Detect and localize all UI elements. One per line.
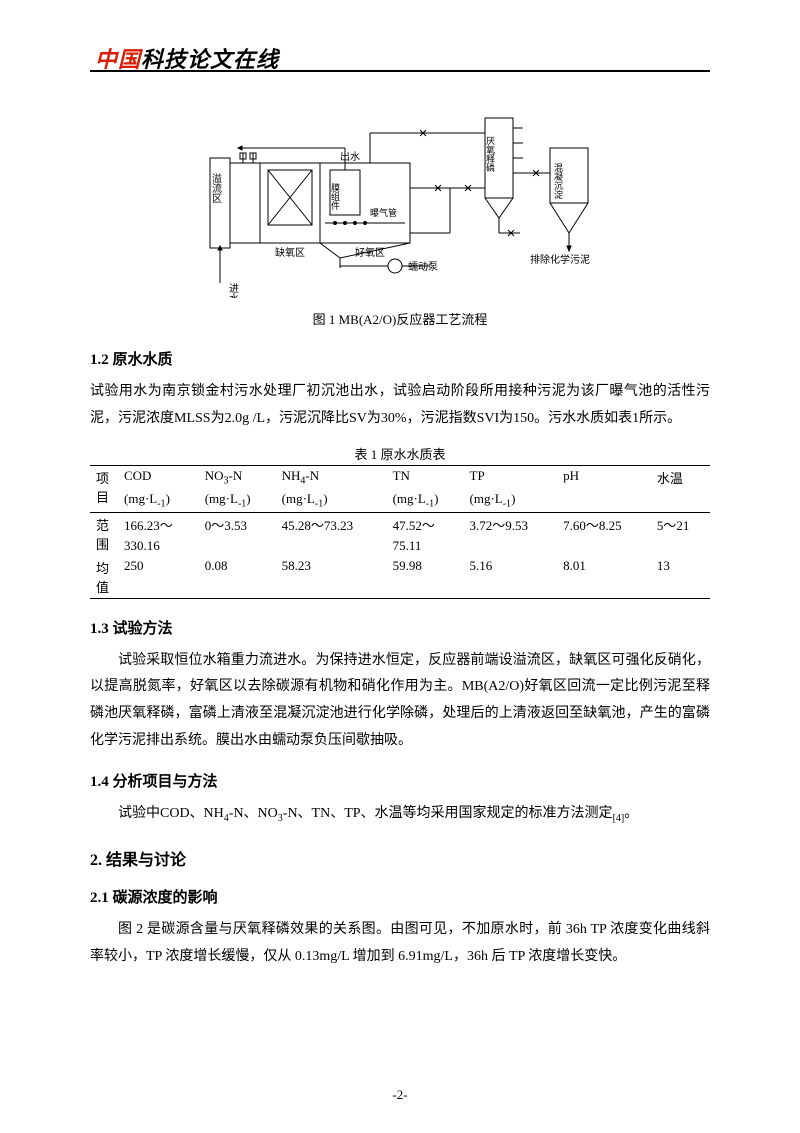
text-1-3: 试验采取恒位水箱重力流进水。为保持进水恒定，反应器前端设溢流区，缺氧区可强化反硝… xyxy=(90,648,710,754)
table-cell: 250 xyxy=(118,556,199,599)
text-1-2: 试验用水为南京锁金村污水处理厂初沉池出水，试验启动阶段所用接种污泥为该厂曝气池的… xyxy=(90,379,710,432)
heading-1-2: 1.2 原水水质 xyxy=(90,348,710,369)
page-number: -2- xyxy=(0,1087,800,1103)
svg-text:蠕动泵: 蠕动泵 xyxy=(408,261,438,273)
heading-2: 2. 结果与讨论 xyxy=(90,846,710,870)
text-1-4: 试验中COD、NH4-N、NO3-N、TN、TP、水温等均采用国家规定的标准方法… xyxy=(90,801,710,828)
table-cell: 0～3.53 xyxy=(199,512,276,536)
svg-text:曝气管: 曝气管 xyxy=(370,207,397,218)
heading-2-1: 2.1 碳源浓度的影响 xyxy=(90,886,710,907)
table-cell: 13 xyxy=(651,556,710,599)
heading-1-4: 1.4 分析项目与方法 xyxy=(90,770,710,791)
svg-text:膜组件: 膜组件 xyxy=(330,183,340,211)
table-cell: 3.72～9.53 xyxy=(464,512,558,536)
svg-text:进水: 进水 xyxy=(227,283,239,298)
logo-red-text: 中国 xyxy=(95,47,141,72)
table-row-label: 均值 xyxy=(90,556,118,599)
table-header: pH xyxy=(557,466,651,490)
figure-1: 溢流区 膜组件 曝气管 缺氧区 好氧区 xyxy=(90,88,710,328)
table-cell: 0.08 xyxy=(199,556,276,599)
table-cell: 47.52～ xyxy=(387,512,464,536)
text-2-1: 图 2 是碳源含量与厌氧释磷效果的关系图。由图可见，不加原水时，前 36h TP… xyxy=(90,917,710,970)
svg-text:出水: 出水 xyxy=(340,150,360,163)
svg-text:混凝沉淀: 混凝沉淀 xyxy=(553,163,563,200)
table-header: NO3-N xyxy=(199,466,276,490)
table-unit: (mg·L-1) xyxy=(199,489,276,512)
table-1-caption: 表 1 原水水质表 xyxy=(90,444,710,463)
table-header: TN xyxy=(387,466,464,490)
table-cell: 8.01 xyxy=(557,556,651,599)
heading-1-3: 1.3 试验方法 xyxy=(90,617,710,638)
table-unit: (mg·L-1) xyxy=(387,489,464,512)
table-cell: 330.16 xyxy=(118,536,199,556)
svg-text:厌氧释磷: 厌氧释磷 xyxy=(485,136,495,173)
table-cell: 58.23 xyxy=(276,556,387,599)
table-cell: 5.16 xyxy=(464,556,558,599)
table-1: 项目 COD NO3-N NH4-N TN TP pH 水温 (mg·L-1) … xyxy=(90,465,710,599)
table-unit: (mg·L-1) xyxy=(118,489,199,512)
table-header: 水温 xyxy=(651,466,710,490)
header-divider xyxy=(90,70,710,72)
svg-text:排除化学污泥: 排除化学污泥 xyxy=(530,253,590,266)
table-header: NH4-N xyxy=(276,466,387,490)
table-cell: 5～21 xyxy=(651,512,710,536)
process-flow-diagram: 溢流区 膜组件 曝气管 缺氧区 好氧区 xyxy=(190,88,610,298)
table-header: TP xyxy=(464,466,558,490)
svg-text:好氧区: 好氧区 xyxy=(355,246,385,259)
figure-1-caption: 图 1 MB(A2/O)反应器工艺流程 xyxy=(90,309,710,328)
table-cell: 166.23～ xyxy=(118,512,199,536)
table-unit: (mg·L-1) xyxy=(464,489,558,512)
svg-text:缺氧区: 缺氧区 xyxy=(275,246,305,259)
table-cell: 45.28～73.23 xyxy=(276,512,387,536)
table-unit xyxy=(651,489,710,512)
table-row-label: 范围 xyxy=(90,512,118,556)
table-unit xyxy=(557,489,651,512)
table-row-label: 项目 xyxy=(90,466,118,513)
table-cell: 59.98 xyxy=(387,556,464,599)
page-content: 溢流区 膜组件 曝气管 缺氧区 好氧区 xyxy=(90,88,710,970)
svg-text:溢流区: 溢流区 xyxy=(210,172,222,203)
table-unit: (mg·L-1) xyxy=(276,489,387,512)
table-cell: 75.11 xyxy=(387,536,464,556)
logo-black-text: 科技论文在线 xyxy=(141,47,279,72)
table-header: COD xyxy=(118,466,199,490)
table-cell: 7.60～8.25 xyxy=(557,512,651,536)
